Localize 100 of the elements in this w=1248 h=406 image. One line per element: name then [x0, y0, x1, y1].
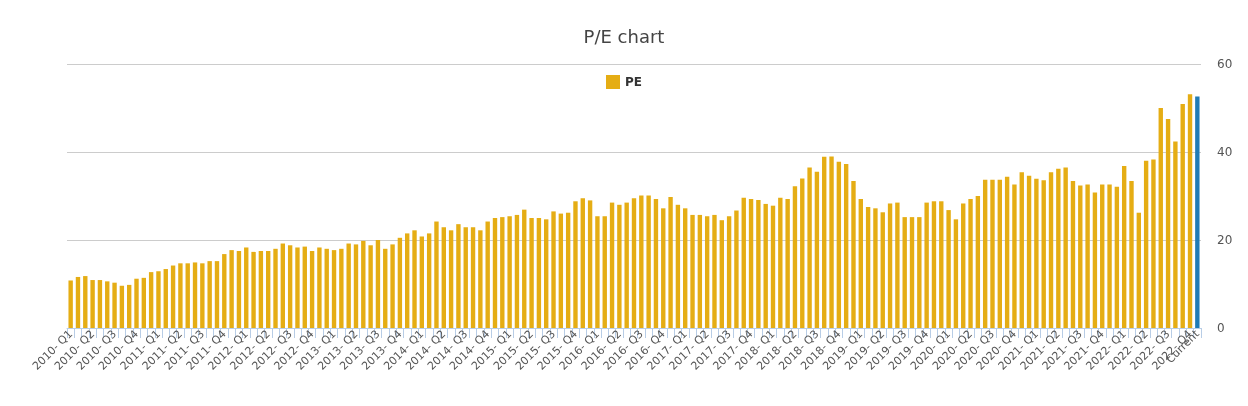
- bar: [975, 196, 981, 328]
- bar: [690, 214, 695, 328]
- bar: [946, 210, 951, 328]
- bar: [865, 207, 871, 328]
- bar: [931, 201, 937, 328]
- bar: [229, 250, 234, 328]
- bar: [295, 247, 300, 328]
- bar: [536, 218, 542, 328]
- bar: [909, 217, 915, 328]
- bar: [287, 245, 293, 328]
- bar: [917, 217, 922, 328]
- bar: [353, 244, 359, 328]
- bar: [397, 237, 403, 328]
- bar: [1048, 172, 1054, 328]
- bar: [602, 216, 607, 328]
- bar: [873, 208, 878, 328]
- bar: [1180, 104, 1185, 328]
- bar: [924, 202, 929, 328]
- bar: [317, 247, 322, 328]
- bar: [266, 251, 271, 328]
- bar: [97, 280, 103, 328]
- bar: [858, 199, 863, 328]
- y-tick-label: 20: [1217, 233, 1233, 247]
- bar: [646, 195, 651, 328]
- bar: [675, 204, 681, 328]
- bar: [390, 244, 395, 328]
- bar: [405, 233, 410, 328]
- bar: [412, 230, 417, 328]
- bar: [68, 280, 73, 328]
- bar: [200, 263, 205, 328]
- bar: [434, 221, 439, 328]
- bar: [375, 240, 381, 328]
- bar: [1195, 96, 1200, 328]
- bar: [163, 269, 168, 328]
- bar: [982, 179, 988, 328]
- bar: [1070, 181, 1076, 328]
- bar: [792, 186, 798, 328]
- bar: [339, 248, 344, 328]
- bar: [90, 280, 95, 328]
- bar: [1151, 159, 1156, 328]
- bar: [997, 179, 1002, 328]
- bar: [192, 262, 198, 328]
- bar: [1092, 192, 1098, 328]
- bar: [441, 227, 446, 328]
- y-tick-label: 0: [1217, 321, 1225, 335]
- bar: [712, 214, 717, 328]
- bar: [741, 197, 746, 328]
- bar: [719, 220, 724, 328]
- bar: [756, 199, 761, 328]
- bar: [1019, 172, 1024, 328]
- bar: [551, 211, 556, 328]
- bar: [1158, 108, 1163, 328]
- bar: [244, 247, 249, 328]
- bar: [1085, 184, 1090, 328]
- bar: [704, 216, 710, 328]
- bar: [748, 199, 754, 328]
- bar: [580, 198, 585, 328]
- bar: [990, 179, 995, 328]
- bar: [529, 218, 534, 328]
- bar: [902, 217, 907, 328]
- bar: [573, 201, 578, 328]
- bar: [1078, 185, 1083, 328]
- bar: [485, 221, 490, 328]
- bar: [544, 219, 549, 328]
- bar: [565, 212, 571, 328]
- bar: [661, 208, 666, 328]
- bar: [448, 230, 454, 328]
- bar: [1173, 141, 1178, 328]
- bar: [697, 214, 703, 328]
- bar: [273, 248, 278, 328]
- bar: [668, 196, 673, 328]
- bar: [880, 212, 885, 328]
- bar: [778, 197, 783, 328]
- bar: [251, 251, 256, 328]
- bar: [1041, 180, 1046, 328]
- bar: [587, 200, 593, 328]
- bar: [953, 219, 959, 328]
- bar: [851, 181, 856, 328]
- bar: [1136, 212, 1142, 328]
- bar: [829, 156, 834, 328]
- bar: [1034, 178, 1039, 328]
- bar: [500, 217, 505, 328]
- bar: [522, 209, 527, 328]
- bar: [514, 214, 520, 328]
- bar: [309, 251, 315, 328]
- bar: [770, 205, 776, 328]
- bar: [368, 245, 373, 328]
- bar: [126, 284, 132, 328]
- bar: [800, 178, 805, 328]
- bar: [214, 261, 220, 328]
- bar: [419, 236, 425, 328]
- bar: [617, 204, 622, 328]
- bar: [478, 230, 483, 328]
- bar: [939, 201, 944, 328]
- bar: [1107, 184, 1112, 328]
- chart-title: P/E chart: [583, 25, 665, 47]
- bar: [1143, 160, 1149, 328]
- bar: [631, 198, 637, 328]
- bar: [141, 277, 147, 328]
- bar: [639, 195, 644, 328]
